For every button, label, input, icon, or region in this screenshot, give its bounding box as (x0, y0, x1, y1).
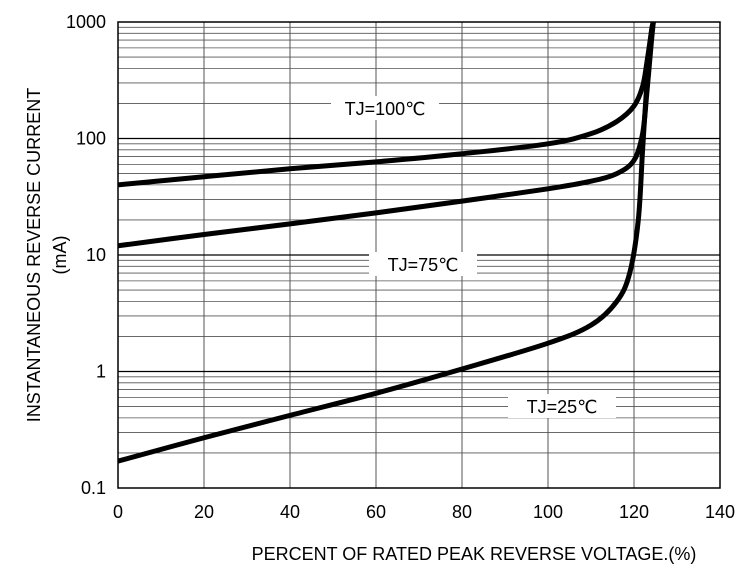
series-line-2 (118, 22, 656, 464)
series-label-group-0: TJ=100℃ (331, 96, 439, 120)
x-tick-label-1: 20 (194, 502, 214, 522)
x-tick-label-7: 140 (705, 502, 735, 522)
series-label-1: TJ=75℃ (388, 255, 459, 275)
y-tick-label-0: 0.1 (81, 478, 106, 498)
series-label-bg-0 (331, 96, 439, 120)
x-tick-label-6: 120 (619, 502, 649, 522)
plot-frame (117, 21, 721, 489)
x-tick-label-2: 40 (280, 502, 300, 522)
series-label-bg-1 (369, 252, 477, 276)
series-label-bg-2 (508, 394, 616, 418)
x-tick-label-4: 80 (452, 502, 472, 522)
series-label-group-2: TJ=25℃ (508, 394, 616, 418)
y-axis-title: INSTANTANEOUS REVERSE CURRENT (24, 88, 44, 422)
tick-labels: 0 20 40 60 80 100 120 140 0.1 1 10 100 1000 (66, 12, 735, 522)
series-label-2: TJ=25℃ (527, 397, 598, 417)
series-label-group-1: TJ=75℃ (369, 252, 477, 276)
x-tick-label-3: 60 (366, 502, 386, 522)
y-axis-unit: (mA) (50, 236, 70, 275)
y-tick-label-2: 10 (86, 245, 106, 265)
x-tick-label-5: 100 (533, 502, 563, 522)
y-tick-label-4: 1000 (66, 12, 106, 32)
y-tick-label-1: 1 (96, 362, 106, 382)
plot-border (117, 21, 721, 489)
series-labels: TJ=100℃ TJ=75℃ TJ=25℃ (331, 96, 616, 418)
x-tick-label-0: 0 (113, 502, 123, 522)
x-axis-title: PERCENT OF RATED PEAK REVERSE VOLTAGE.(%… (252, 544, 697, 564)
series-label-0: TJ=100℃ (345, 99, 426, 119)
series-line-1 (118, 22, 656, 249)
series-lines (118, 22, 656, 464)
y-tick-label-3: 100 (76, 129, 106, 149)
